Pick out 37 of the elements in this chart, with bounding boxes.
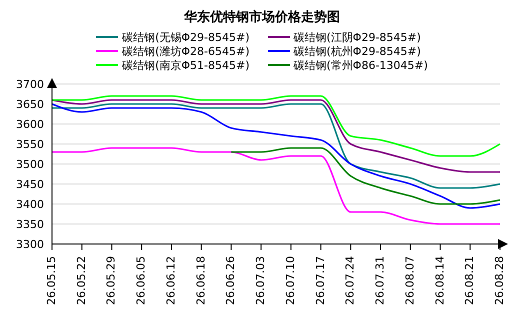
x-tick-label: 26.08.28 (493, 256, 506, 305)
y-tick-label: 3400 (16, 198, 44, 211)
x-tick-label: 26.07.10 (284, 256, 297, 305)
x-tick-label: 26.05.22 (74, 256, 88, 305)
y-tick-label: 3650 (16, 98, 44, 111)
y-tick-label: 3500 (16, 158, 44, 171)
line-series (51, 147, 501, 225)
x-tick-label: 26.05.29 (104, 256, 118, 305)
legend-label: 碳结钢(杭州Φ29-8545#) (294, 44, 421, 58)
y-tick-label: 3700 (16, 78, 44, 91)
line-series (230, 147, 501, 205)
legend-label: 碳结钢(无锡Φ29-8545#) (122, 30, 250, 44)
x-tick-label: 26.06.18 (194, 256, 208, 305)
line-series (51, 103, 501, 189)
x-tick-label: 26.08.07 (403, 256, 416, 305)
x-tick-label: 26.08.14 (433, 256, 446, 305)
line-series (51, 95, 501, 157)
y-tick-label: 3300 (16, 238, 44, 251)
y-tick-label: 3600 (16, 118, 44, 131)
y-tick-label: 3550 (16, 138, 44, 151)
x-tick-label: 26.07.24 (344, 256, 357, 305)
legend-label: 碳结钢(南京Φ51-8545#) (122, 58, 250, 72)
x-tick-label: 26.07.31 (374, 256, 387, 305)
line-series (51, 103, 501, 209)
x-tick-label: 26.05.15 (45, 256, 58, 305)
x-tick-label: 26.08.21 (463, 256, 476, 305)
x-tick-label: 26.06.12 (164, 256, 178, 305)
x-tick-label: 26.07.03 (254, 256, 268, 305)
y-tick-label: 3450 (16, 178, 44, 191)
x-tick-label: 26.06.26 (224, 256, 238, 305)
legend-label: 碳结钢(常州Φ86-13045#) (294, 58, 428, 72)
x-tick-label: 26.07.17 (314, 256, 327, 305)
y-tick-label: 3350 (16, 218, 44, 231)
chart-title: 华东优特钢市场价格走势图 (182, 8, 341, 27)
legend-label: 碳结钢(江阴Φ29-8545#) (294, 30, 421, 44)
x-tick-label: 26.06.05 (134, 256, 148, 305)
legend-label: 碳结钢(潍坊Φ28-6545#) (122, 44, 250, 58)
